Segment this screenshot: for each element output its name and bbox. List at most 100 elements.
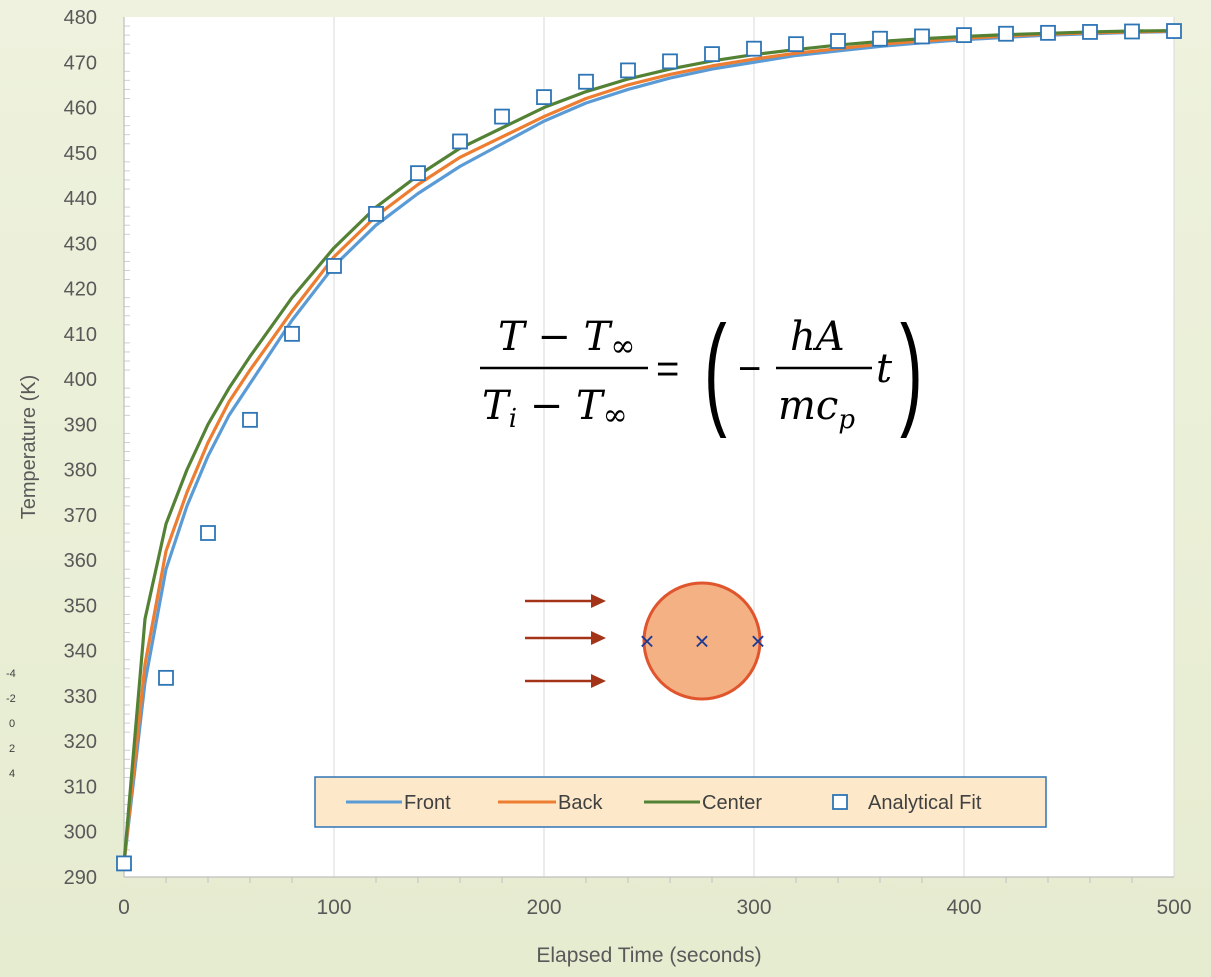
analytical-fit-point xyxy=(914,28,930,45)
legend-label-center: Center xyxy=(702,792,762,814)
y-tick-label: 380 xyxy=(64,460,97,482)
eq-rparen: ) xyxy=(900,300,923,439)
eq-inf-2: ∞ xyxy=(603,398,628,433)
y-tick-label: 360 xyxy=(64,550,97,572)
series-layer xyxy=(116,23,1182,872)
analytical-fit-point xyxy=(368,205,384,222)
grid-lines xyxy=(333,17,1175,877)
svg-text:T − T∞: T − T∞ xyxy=(498,314,635,364)
side-tick-1: -4 xyxy=(6,668,16,680)
analytical-fit-point xyxy=(410,165,426,182)
svg-text:Ti − T∞: Ti − T∞ xyxy=(482,383,628,434)
analytical-fit-point xyxy=(1040,24,1056,41)
analytical-fit-point xyxy=(326,258,342,274)
analytical-fit-point xyxy=(494,108,510,125)
legend-label-front: Front xyxy=(404,792,451,814)
y-tick-labels: 290 300 310 320 330 340 350 360 370 380 390 400 410 4… xyxy=(64,7,97,889)
analytical-fit-point xyxy=(452,133,468,150)
eq-den-rest: − T xyxy=(517,383,606,429)
analytical-fit-point xyxy=(578,73,594,90)
y-tick-label: 470 xyxy=(64,52,97,74)
y-tick-label: 340 xyxy=(64,641,97,663)
y-tick-label: 460 xyxy=(64,98,97,120)
y-tick-label: 330 xyxy=(64,686,97,708)
y-tick-label: 350 xyxy=(64,595,97,617)
analytical-fit-point xyxy=(704,46,720,63)
analytical-fit-point xyxy=(242,411,258,428)
probe-back-marker: × xyxy=(750,626,765,656)
analytical-fit-point xyxy=(830,33,846,49)
analytical-fit-point xyxy=(284,325,300,342)
y-tick-label: 480 xyxy=(64,7,97,29)
x-tick-labels: 0 100 200 300 400 500 xyxy=(118,896,1191,919)
series-line-back xyxy=(122,29,1175,864)
eq-den-sub: i xyxy=(509,404,517,434)
x-tick-label: 0 xyxy=(118,896,130,919)
analytical-fit-point xyxy=(788,36,804,53)
eq-numerator-left: T − T xyxy=(498,314,614,360)
analytical-fit-point xyxy=(200,525,216,541)
analytical-fit-point xyxy=(956,27,972,44)
analytical-fit-point xyxy=(998,25,1014,42)
flow-arrowhead-3 xyxy=(591,674,606,688)
flow-arrowhead-1 xyxy=(591,594,606,608)
x-tick-label: 500 xyxy=(1156,896,1191,919)
side-tick-labels: -4 -2 0 2 4 xyxy=(6,668,16,780)
eq-t: t xyxy=(876,346,893,392)
y-tick-label: 450 xyxy=(64,143,97,165)
eq-lparen: ( xyxy=(704,300,727,439)
legend-swatch-analytical xyxy=(832,794,848,810)
y-tick-label: 320 xyxy=(64,731,97,753)
y-tick-label: 430 xyxy=(64,233,97,255)
cylinder xyxy=(642,581,762,701)
analytical-fit-point xyxy=(158,669,174,686)
side-tick-2: -2 xyxy=(6,693,16,705)
cylinder-schematic: × × × xyxy=(525,581,766,701)
axes xyxy=(123,17,1174,878)
y-tick-label: 300 xyxy=(64,822,97,844)
y-tick-label: 440 xyxy=(64,188,97,210)
x-tick-label: 100 xyxy=(316,896,351,919)
analytical-fit-point xyxy=(1166,23,1182,39)
y-minor-ticks xyxy=(124,25,1133,883)
eq-minus: − xyxy=(738,347,761,391)
probe-front-marker: × xyxy=(639,626,654,656)
analytical-fit-point xyxy=(536,89,552,106)
series-line-center xyxy=(122,28,1175,864)
side-tick-5: 4 xyxy=(9,768,15,780)
svg-text:mcp: mcp xyxy=(778,383,855,435)
analytical-fit-point xyxy=(872,30,888,47)
y-tick-label: 310 xyxy=(64,776,97,798)
y-tick-label: 420 xyxy=(64,279,97,301)
y-tick-label: 290 xyxy=(64,867,97,889)
analytical-fit-point xyxy=(746,40,762,57)
eq-num-right: hA xyxy=(790,314,845,360)
analytical-fit-point xyxy=(116,855,132,872)
y-tick-label: 400 xyxy=(64,369,97,391)
y-axis-label: Temperature (K) xyxy=(18,375,40,520)
x-axis-label: Elapsed Time (seconds) xyxy=(536,944,761,967)
x-tick-label: 400 xyxy=(946,896,981,919)
side-tick-3: 0 xyxy=(9,718,15,730)
eq-den-right-sub: p xyxy=(838,405,855,435)
eq-inf-1: ∞ xyxy=(610,329,635,364)
eq-equals: = xyxy=(656,347,679,391)
flow-arrowhead-2 xyxy=(591,631,606,645)
legend-label-analytical: Analytical Fit xyxy=(868,792,982,814)
analytical-fit-point xyxy=(1082,24,1098,40)
eq-den-right: mc xyxy=(778,383,838,429)
y-tick-label: 370 xyxy=(64,505,97,527)
analytical-fit-point xyxy=(1124,23,1140,40)
y-tick-label: 390 xyxy=(64,414,97,436)
probe-center-marker: × xyxy=(694,626,709,656)
x-tick-label: 300 xyxy=(736,896,771,919)
analytical-fit-point xyxy=(662,53,678,70)
legend: Front Back Center Analytical Fit xyxy=(314,776,1047,828)
equation: T − T∞ Ti − T∞ = ( − hA mcp t ) xyxy=(480,300,923,439)
plot-area xyxy=(124,17,1174,877)
y-tick-label: 410 xyxy=(64,324,97,346)
analytical-fit-point xyxy=(620,62,636,79)
side-tick-4: 2 xyxy=(9,743,15,755)
legend-label-back: Back xyxy=(558,792,603,814)
